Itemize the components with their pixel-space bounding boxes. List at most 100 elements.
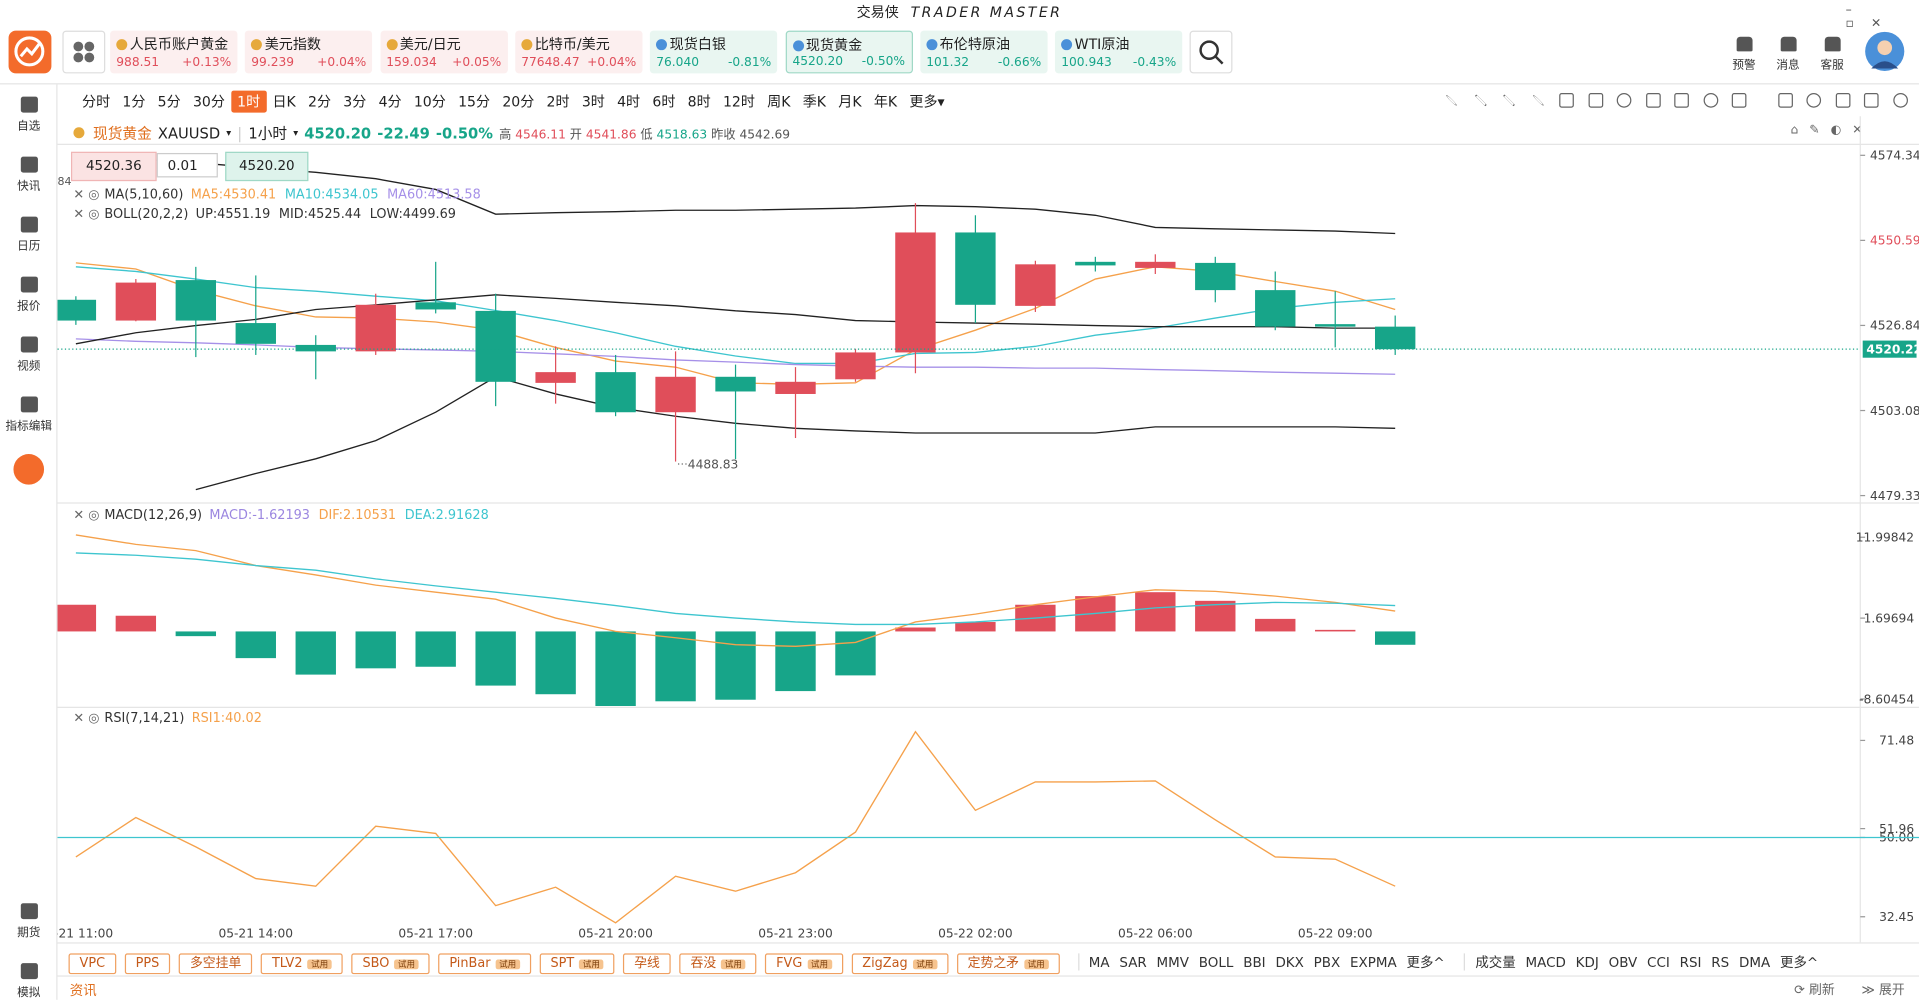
indicator-tag[interactable]: 孕线	[623, 953, 671, 975]
legend-controls[interactable]: ✕ ◎	[73, 206, 100, 222]
tool-icon[interactable]	[1892, 93, 1908, 108]
timeframe[interactable]: 2分	[308, 93, 332, 111]
sub-indicator[interactable]: DMA	[1738, 954, 1771, 971]
timeframe[interactable]: 日K	[272, 93, 296, 111]
menu-button[interactable]	[62, 30, 106, 74]
sub-indicator[interactable]: 成交量	[1475, 954, 1516, 971]
ask-box[interactable]: 4520.20	[225, 151, 309, 182]
timeframe[interactable]: 10分	[413, 93, 446, 111]
legend-controls[interactable]: ✕ ◎	[73, 507, 100, 523]
timeframe[interactable]: 5分	[157, 93, 181, 111]
main-indicator[interactable]: BOLL	[1198, 954, 1234, 971]
avatar[interactable]	[1865, 31, 1905, 71]
timeframe[interactable]: 20分	[502, 93, 535, 111]
timeframe[interactable]: 分时	[81, 93, 111, 111]
ticker-card[interactable]: 比特币/美元 77648.47 +0.04%	[515, 30, 643, 74]
interval[interactable]: 1小时	[248, 124, 288, 142]
timeframe[interactable]: 4时	[617, 93, 641, 111]
expand[interactable]: ≫ 展开	[1861, 982, 1905, 998]
main-indicator[interactable]: MA	[1088, 954, 1110, 971]
sub-indicator[interactable]: OBV	[1608, 954, 1638, 971]
main-indicator[interactable]: EXPMA	[1350, 954, 1397, 971]
pane-controls[interactable]: ⌂✎◐✕	[1790, 123, 1874, 138]
sub-indicator[interactable]: KDJ	[1575, 954, 1599, 971]
indicator-tag[interactable]: TLV2 试用	[260, 953, 343, 975]
legend-controls[interactable]: ✕ ◎	[73, 711, 100, 726]
tool-icon[interactable]	[1731, 93, 1747, 108]
ticker-card[interactable]: 美元/日元 159.034 +0.05%	[380, 30, 508, 74]
indicator-tag[interactable]: SBO 试用	[351, 953, 430, 975]
logo[interactable]	[8, 30, 52, 74]
tool-icon[interactable]	[1674, 93, 1689, 108]
ticker-card[interactable]: WTI原油 100.943 -0.43%	[1055, 30, 1183, 74]
tool-icon[interactable]	[1587, 93, 1603, 108]
search-button[interactable]	[1189, 30, 1233, 74]
legend-controls[interactable]: ✕ ◎	[73, 187, 100, 202]
header-action[interactable]: 消息	[1772, 36, 1804, 72]
timeframe[interactable]: 月K	[838, 93, 862, 111]
tool-icon[interactable]	[1806, 93, 1822, 108]
indicator-tag[interactable]: ZigZag 试用	[851, 953, 949, 975]
sidebar-item[interactable]: 快讯	[0, 156, 58, 193]
ticker-card[interactable]: 现货黄金 4520.20 -0.50%	[785, 30, 913, 74]
sidebar-item[interactable]: 指标编辑	[0, 396, 58, 433]
tool-icon[interactable]	[1863, 93, 1879, 108]
indicator-tag[interactable]: 吞没 试用	[679, 953, 757, 975]
tool-icon[interactable]	[1559, 93, 1574, 108]
indicator-tag[interactable]: SPT 试用	[539, 953, 615, 975]
sub-indicator[interactable]: 更多^	[1779, 954, 1819, 971]
header-action[interactable]: 客服	[1816, 36, 1848, 72]
symbol-code[interactable]: XAUUSD	[157, 124, 221, 142]
main-indicator[interactable]: SAR	[1119, 954, 1147, 971]
sidebar-item[interactable]: 自选	[0, 96, 58, 133]
timeframe[interactable]: 1时	[231, 90, 267, 113]
tool-icon[interactable]	[1645, 93, 1661, 108]
sub-indicator[interactable]: RS	[1711, 954, 1730, 971]
indicator-tag[interactable]: PPS	[124, 953, 171, 975]
sub-indicator[interactable]: MACD	[1525, 954, 1566, 971]
ticker-card[interactable]: 美元指数 99.239 +0.04%	[245, 30, 373, 74]
main-indicator[interactable]: MMV	[1156, 954, 1190, 971]
refresh-label[interactable]: 刷新	[1809, 982, 1835, 998]
sub-indicator[interactable]: RSI	[1679, 954, 1702, 971]
main-indicator[interactable]: 更多^	[1406, 954, 1445, 971]
tool-icon[interactable]	[1702, 93, 1718, 108]
ticker-card[interactable]: 现货白银 76.040 -0.81%	[650, 30, 778, 74]
timeframe[interactable]: 季K	[802, 93, 827, 111]
timeframe[interactable]: 3时	[581, 93, 605, 111]
main-indicator[interactable]: BBI	[1243, 954, 1266, 971]
bid-box[interactable]: 4520.36	[70, 151, 157, 182]
tool-icon[interactable]	[1835, 93, 1850, 108]
sidebar-item[interactable]: 报价	[0, 276, 58, 313]
indicator-tag[interactable]: 多空挂单	[178, 953, 253, 975]
footer-tab[interactable]: 资讯	[69, 982, 97, 999]
sidebar-item[interactable]: 日历	[0, 216, 58, 253]
timeframe[interactable]: 3分	[343, 93, 367, 111]
tool-icon[interactable]	[1616, 93, 1632, 108]
sidebar-item[interactable]: 模拟	[0, 963, 58, 1000]
timeframe[interactable]: 12时	[722, 93, 755, 111]
indicator-tag[interactable]: 定势之矛 试用	[956, 953, 1060, 975]
sidebar-item[interactable]: 视频	[0, 336, 58, 373]
indicator-tag[interactable]: PinBar 试用	[438, 953, 531, 975]
refresh[interactable]: ⟳ 刷新	[1794, 982, 1835, 998]
sub-indicator[interactable]: CCI	[1647, 954, 1670, 971]
indicator-tag[interactable]: VPC	[68, 953, 117, 975]
ticker-card[interactable]: 布伦特原油 101.32 -0.66%	[920, 30, 1048, 74]
indicator-tag[interactable]: FVG 试用	[765, 953, 843, 975]
timeframe[interactable]: 4分	[378, 93, 402, 111]
main-indicator[interactable]: PBX	[1313, 954, 1341, 971]
sidebar-item[interactable]: 期货	[0, 903, 58, 940]
header-action[interactable]: 预警	[1728, 36, 1760, 72]
main-indicator[interactable]: DKX	[1275, 954, 1304, 971]
timeframe[interactable]: 15分	[458, 93, 491, 111]
timeframe[interactable]: 更多▾	[909, 93, 945, 111]
ticker-card[interactable]: 人民币账户黄金 988.51 +0.13%	[110, 30, 238, 74]
tool-icon[interactable]	[1777, 93, 1793, 108]
symbol-name[interactable]: 现货黄金	[93, 124, 152, 142]
timeframe[interactable]: 1分	[122, 93, 146, 111]
timeframe[interactable]: 30分	[192, 93, 225, 111]
window-controls[interactable]: –▫✕	[1845, 3, 1899, 31]
timeframe[interactable]: 6时	[652, 93, 676, 111]
expand-label[interactable]: 展开	[1879, 982, 1905, 998]
